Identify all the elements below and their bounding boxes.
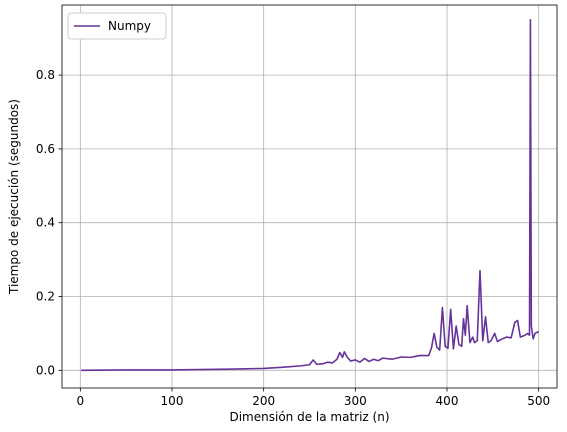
y-tick-label: 0.4 [36, 216, 55, 230]
x-tick-label: 300 [344, 394, 367, 408]
y-tick-label: 0.2 [36, 289, 55, 303]
x-tick-label: 200 [252, 394, 275, 408]
plot-area [81, 18, 540, 372]
x-axis-label: Dimensión de la matriz (n) [229, 410, 389, 424]
legend-label: Numpy [108, 19, 151, 33]
y-axis-label: Tiempo de ejecución (segundos) [7, 99, 21, 295]
x-tick-label: 400 [436, 394, 459, 408]
ticks: 0 100 200 300 400 500 0.0 0.2 0.4 0.6 0.8 [36, 68, 550, 408]
series-line-numpy [81, 18, 540, 372]
x-tick-label: 500 [527, 394, 550, 408]
x-tick-label: 0 [77, 394, 85, 408]
y-tick-label: 0.6 [36, 142, 55, 156]
legend-box [67, 12, 167, 40]
y-tick-label: 0.0 [36, 363, 55, 377]
legend: Numpy [67, 12, 167, 40]
y-tick-label: 0.8 [36, 68, 55, 82]
axes-frame [61, 4, 558, 389]
x-tick-label: 100 [161, 394, 184, 408]
